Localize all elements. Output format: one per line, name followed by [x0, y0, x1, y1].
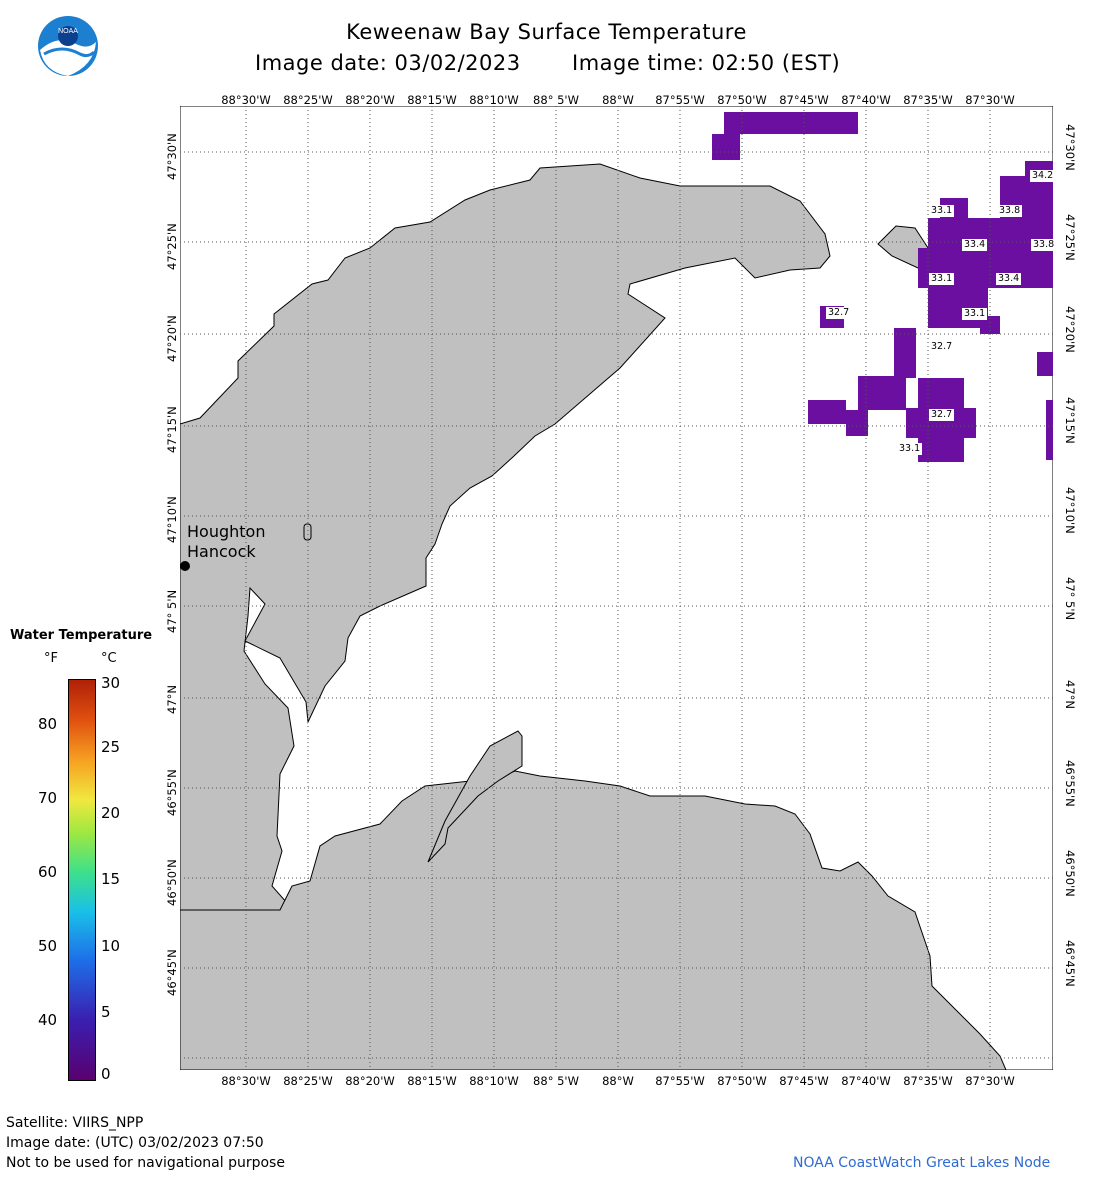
temp-label: 32.7 [929, 341, 955, 353]
city-label-houghton: Houghton [187, 522, 266, 541]
legend-colorbar [68, 679, 96, 1081]
footer-utc-date: Image date: (UTC) 03/02/2023 07:50 [6, 1135, 264, 1151]
lat-label-left: 46°55'N [165, 769, 179, 816]
legend-c-tick: 5 [101, 1003, 111, 1021]
lon-label-bottom: 87°55'W [655, 1074, 705, 1088]
lon-label-top: 88°15'W [407, 93, 457, 107]
lon-label-top: 88°25'W [283, 93, 333, 107]
lat-label-right: 47°15'N [1063, 397, 1077, 444]
temp-label: 34.2 [1030, 170, 1056, 182]
lat-label-left: 47°30'N [165, 133, 179, 180]
temp-label: 33.1 [897, 443, 923, 455]
lat-label-right: 46°55'N [1063, 760, 1077, 807]
lon-label-top: 87°55'W [655, 93, 705, 107]
lat-label-left: 46°50'N [165, 859, 179, 906]
lat-label-right: 47°25'N [1063, 214, 1077, 261]
lat-label-right: 47°20'N [1063, 306, 1077, 353]
legend-f-tick: 60 [38, 863, 58, 881]
lat-label-right: 46°50'N [1063, 850, 1077, 897]
lat-label-left: 46°45'N [165, 949, 179, 996]
footer-satellite: Satellite: VIIRS_NPP [6, 1115, 144, 1131]
temp-label: 33.8 [997, 205, 1023, 217]
lon-label-bottom: 88°20'W [345, 1074, 395, 1088]
south-shore [180, 770, 1007, 1070]
lat-label-right: 47°10'N [1063, 487, 1077, 534]
temp-label: 33.8 [1031, 239, 1057, 251]
lat-label-left: 47° 5'N [165, 589, 179, 633]
lat-label-left: 47°20'N [165, 315, 179, 362]
temp-label: 33.1 [929, 273, 955, 285]
city-label-hancock: Hancock [187, 542, 256, 561]
legend-c-tick: 0 [101, 1065, 111, 1083]
lon-label-top: 88°30'W [221, 93, 271, 107]
legend-f-tick: 70 [38, 789, 58, 807]
footer-credit: NOAA CoastWatch Great Lakes Node [793, 1155, 1051, 1171]
legend-c-tick: 10 [101, 937, 121, 955]
legend-f-tick: 50 [38, 937, 58, 955]
lon-label-bottom: 88°30'W [221, 1074, 271, 1088]
lat-label-right: 47° 5'N [1063, 577, 1077, 621]
temperature-map [180, 106, 1053, 1070]
lon-label-bottom: 88°15'W [407, 1074, 457, 1088]
lat-label-left: 47°15'N [165, 406, 179, 453]
lon-label-bottom: 88°25'W [283, 1074, 333, 1088]
lat-label-left: 47°25'N [165, 223, 179, 270]
lon-label-bottom: 87°40'W [841, 1074, 891, 1088]
lat-label-right: 46°45'N [1063, 940, 1077, 987]
temp-label: 33.1 [962, 308, 988, 320]
lon-label-top: 88°10'W [469, 93, 519, 107]
page-title: Keweenaw Bay Surface Temperature [346, 20, 747, 44]
legend-f-tick: 40 [38, 1011, 58, 1029]
lat-label-left: 47°N [165, 685, 179, 714]
lon-label-bottom: 88°10'W [469, 1074, 519, 1088]
temp-label: 33.1 [929, 205, 955, 217]
lon-label-bottom: 88°W [602, 1074, 634, 1088]
legend-f-tick: 80 [38, 715, 58, 733]
lon-label-top: 87°50'W [717, 93, 767, 107]
image-time: Image time: 02:50 (EST) [572, 51, 841, 75]
lon-label-top: 88° 5'W [533, 93, 579, 107]
lon-label-top: 88°W [602, 93, 634, 107]
noaa-logo-text: NOAA [58, 28, 78, 35]
legend-c-tick: 25 [101, 738, 121, 756]
legend-unit-f: °F [44, 651, 58, 666]
lon-label-bottom: 87°50'W [717, 1074, 767, 1088]
lon-label-top: 88°20'W [345, 93, 395, 107]
houghton-marker [180, 561, 190, 571]
abbaye-spit [427, 730, 523, 863]
temp-label: 33.4 [996, 273, 1022, 285]
lon-label-top: 87°40'W [841, 93, 891, 107]
lat-label-right: 47°N [1063, 680, 1077, 709]
temp-label: 33.4 [962, 239, 988, 251]
lon-label-top: 87°30'W [965, 93, 1015, 107]
noaa-logo: NOAA [38, 16, 98, 76]
legend-title: Water Temperature [10, 628, 153, 643]
lon-label-bottom: 88° 5'W [533, 1074, 579, 1088]
legend-c-tick: 15 [101, 870, 121, 888]
lat-label-left: 47°10'N [165, 496, 179, 543]
lat-label-right: 47°30'N [1063, 124, 1077, 171]
lon-label-bottom: 87°35'W [903, 1074, 953, 1088]
lon-label-top: 87°35'W [903, 93, 953, 107]
lon-label-bottom: 87°45'W [779, 1074, 829, 1088]
legend-c-tick: 20 [101, 804, 121, 822]
lon-label-bottom: 87°30'W [965, 1074, 1015, 1088]
keweenaw-peninsula [180, 163, 831, 913]
temp-label: 32.7 [826, 307, 852, 319]
temp-label: 32.7 [929, 409, 955, 421]
legend-c-tick: 30 [101, 674, 121, 692]
image-date: Image date: 03/02/2023 [255, 51, 521, 75]
legend-unit-c: °C [101, 651, 117, 666]
footer-disclaimer: Not to be used for navigational purpose [6, 1155, 285, 1171]
lon-label-top: 87°45'W [779, 93, 829, 107]
